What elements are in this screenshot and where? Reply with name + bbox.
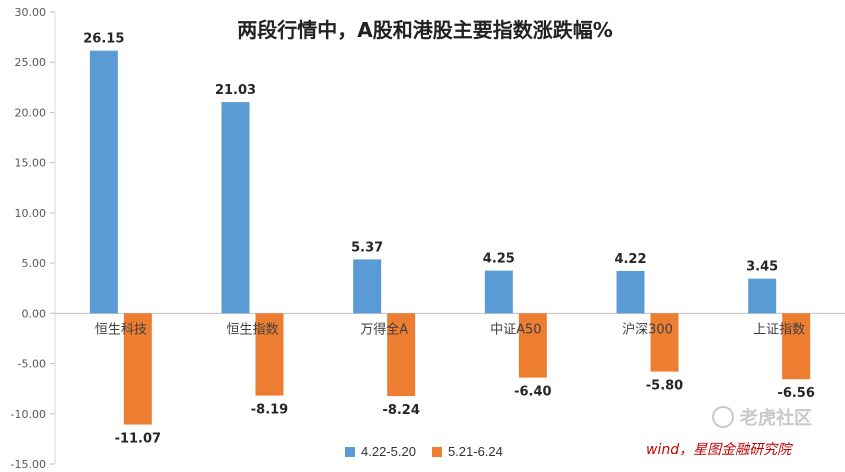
- y-tick-label: -10.00: [11, 408, 46, 421]
- data-label: -11.07: [115, 432, 162, 447]
- x-category-label: 恒生科技: [95, 322, 147, 337]
- bar-series-2: [518, 313, 547, 378]
- legend-label-series-1: 4.22-5.20: [361, 444, 416, 459]
- y-tick-label: 15.00: [15, 157, 47, 170]
- x-category-label: 万得全A: [360, 321, 408, 337]
- bar-series-2: [255, 313, 284, 396]
- y-tick-label: -5.00: [18, 358, 46, 371]
- x-category-label: 上证指数: [753, 322, 805, 337]
- y-tick-label: 25.00: [15, 56, 47, 69]
- data-label: 5.37: [351, 240, 383, 255]
- data-label: -8.24: [382, 403, 419, 418]
- data-label: -8.19: [251, 403, 288, 418]
- legend-item-series-2: 5.21-6.24: [431, 444, 503, 459]
- data-label: 4.25: [483, 252, 515, 267]
- data-label: -6.40: [514, 385, 551, 400]
- watermark: 老虎社区: [712, 404, 812, 430]
- legend-label-series-2: 5.21-6.24: [447, 444, 503, 459]
- bar-series-2: [782, 313, 811, 380]
- y-tick-label: 30.00: [15, 6, 47, 19]
- x-category-label: 沪深300: [622, 321, 673, 337]
- data-label: 26.15: [83, 32, 124, 47]
- legend-swatch-series-1: [345, 446, 355, 457]
- legend-swatch-series-2: [431, 446, 442, 457]
- source-note: wind，星图金融研究院: [646, 442, 792, 458]
- data-label: -5.80: [646, 379, 683, 394]
- bar-series-1: [616, 270, 645, 314]
- data-label: -6.56: [777, 386, 814, 401]
- chart-title: 两段行情中，A股和港股主要指数涨跌幅%: [237, 18, 613, 42]
- legend-item-series-1: 4.22-5.20: [345, 444, 416, 459]
- bar-series-1: [353, 259, 382, 314]
- bar-series-1: [221, 102, 250, 314]
- y-tick-label: 10.00: [15, 207, 47, 220]
- bar-series-2: [123, 313, 152, 425]
- bar-series-2: [650, 313, 679, 372]
- watermark-text: 老虎社区: [740, 408, 812, 429]
- data-label: 4.22: [614, 252, 646, 267]
- bar-series-2: [387, 313, 416, 397]
- data-label: 21.03: [215, 83, 256, 98]
- y-tick-label: 0.00: [22, 307, 47, 320]
- bar-series-1: [484, 270, 513, 314]
- x-category-label: 恒生指数: [226, 322, 278, 337]
- legend: 4.22-5.20 5.21-6.24: [345, 444, 503, 459]
- watermark-logo-icon: [712, 406, 734, 428]
- x-category-label: 中证A50: [490, 322, 541, 337]
- y-tick-label: 20.00: [15, 106, 47, 119]
- bar-series-1: [748, 278, 777, 314]
- y-tick-label: 5.00: [22, 257, 47, 270]
- y-tick-label: -15.00: [11, 458, 46, 468]
- data-label: 3.45: [746, 260, 778, 275]
- bar-series-1: [89, 50, 118, 314]
